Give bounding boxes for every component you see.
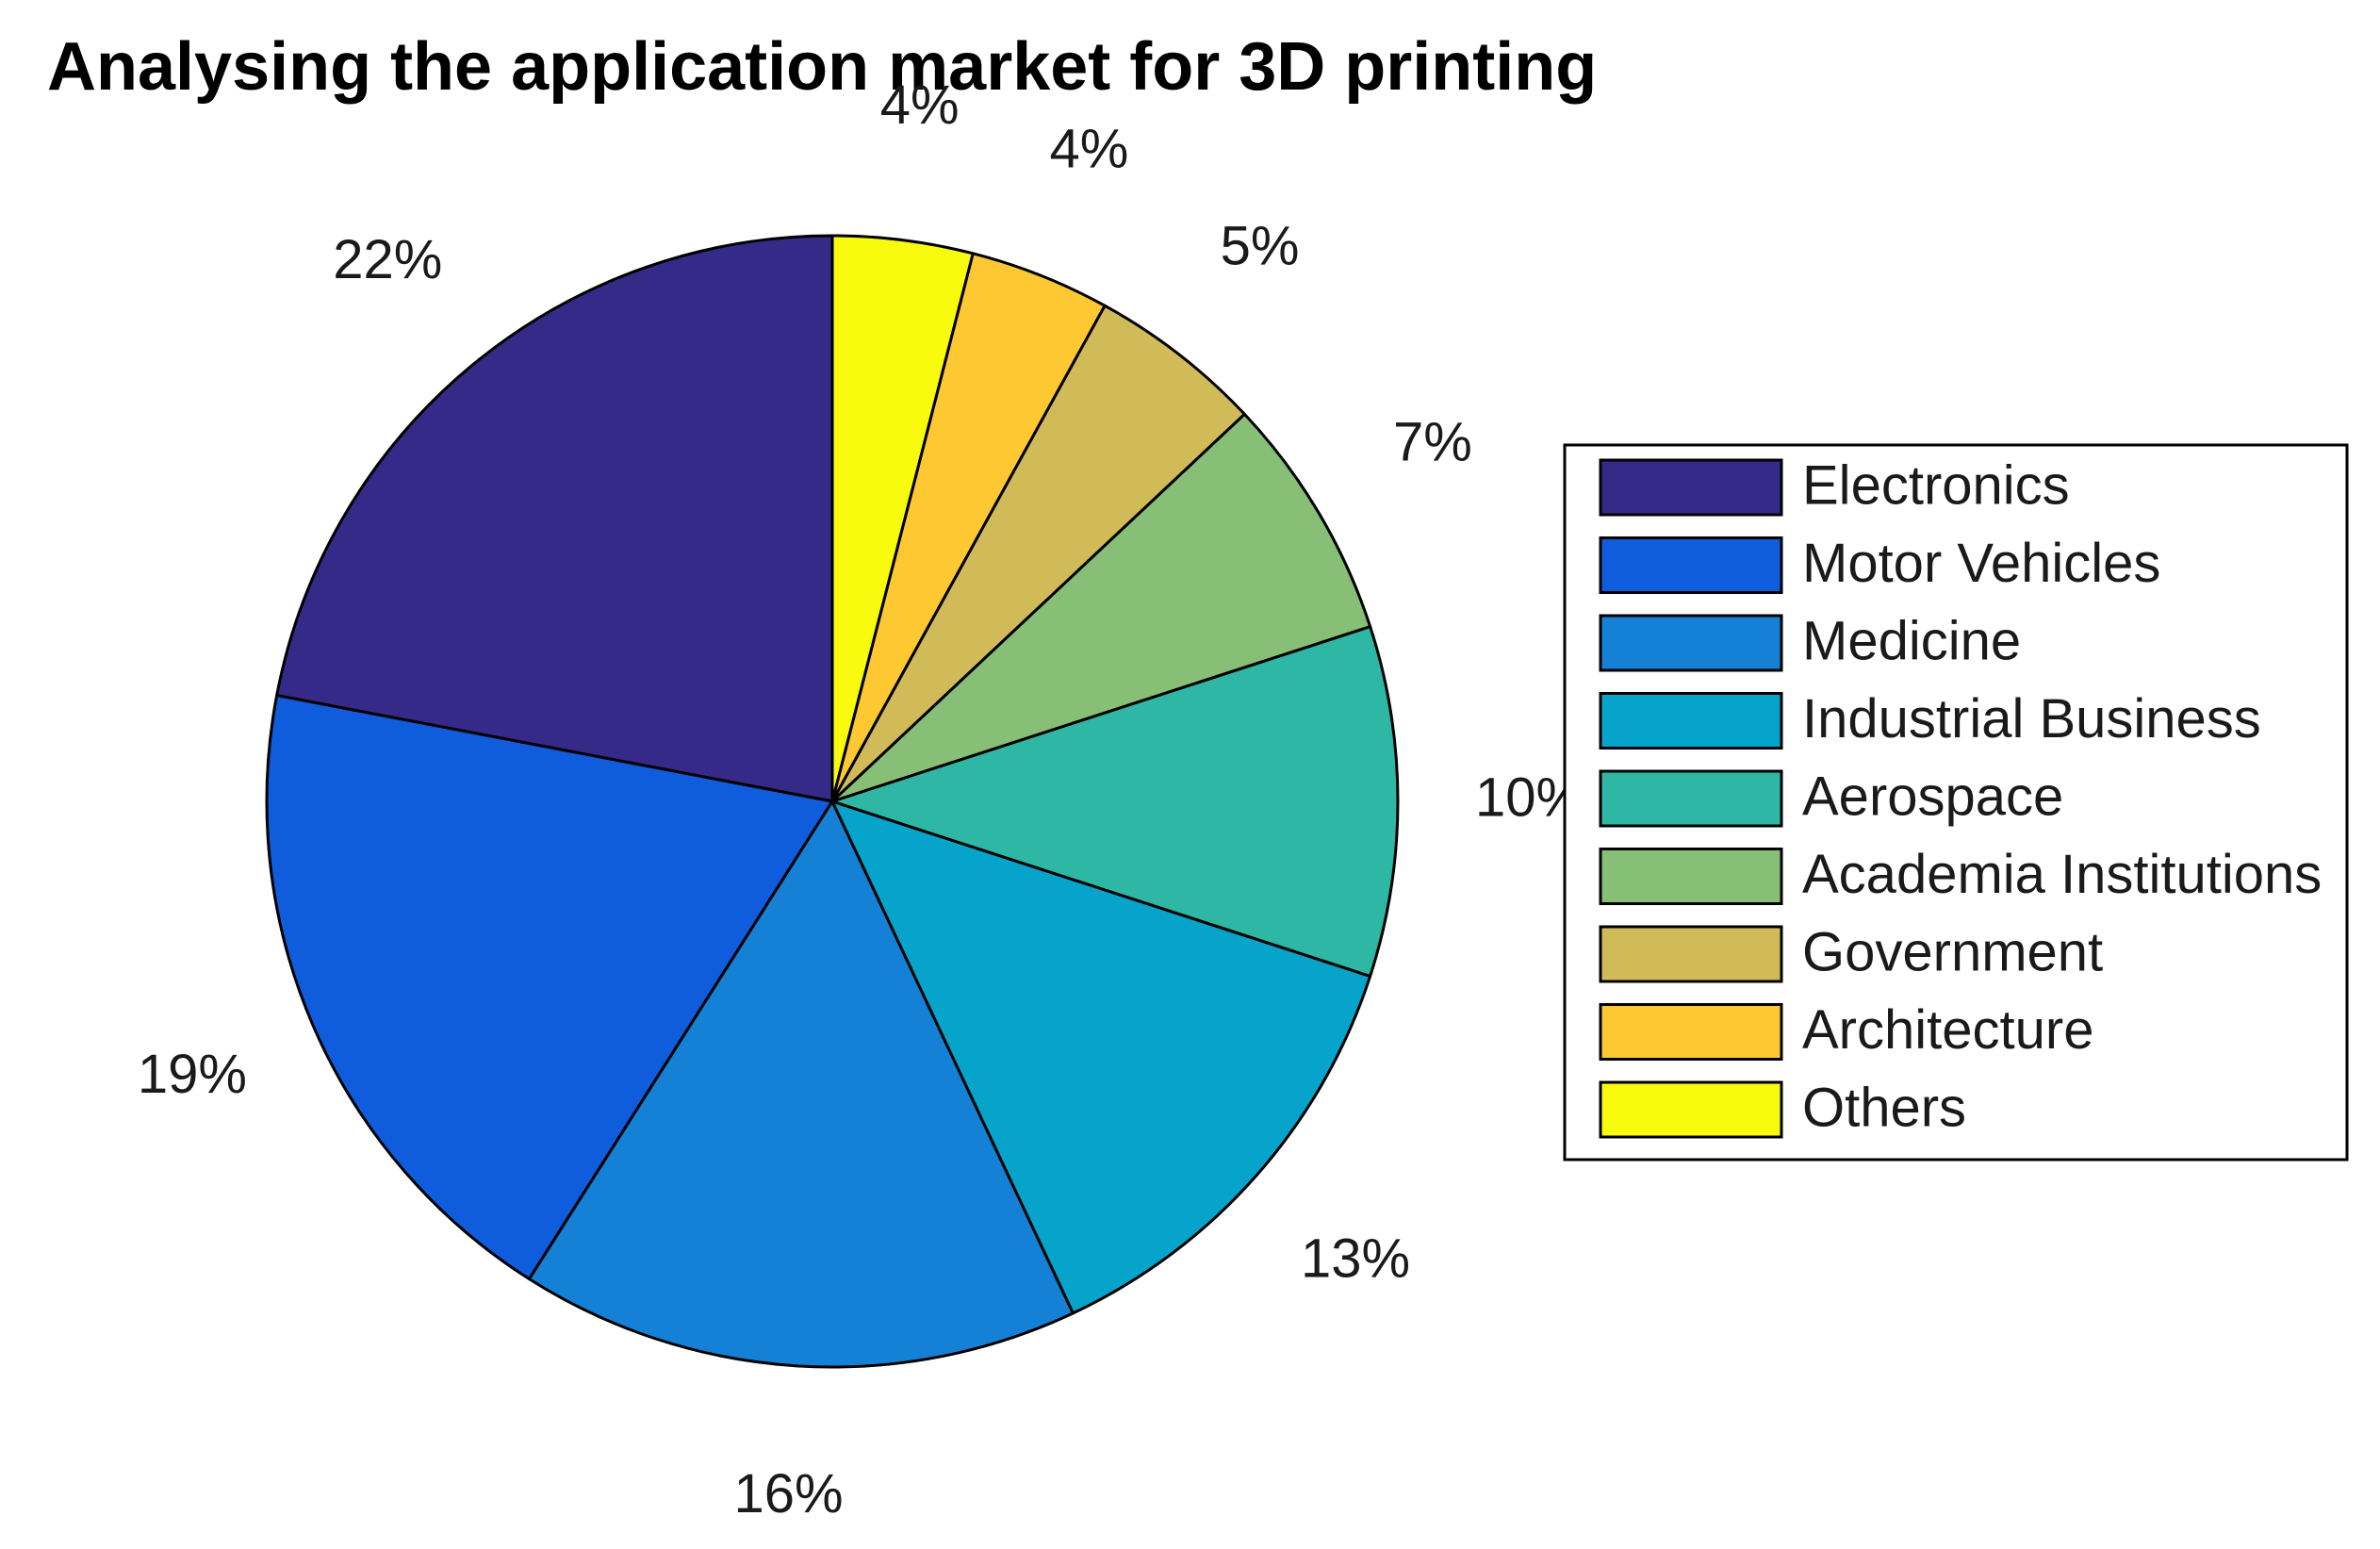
legend-swatch-motor-vehicles [1599, 536, 1783, 594]
pie-slice-motor-vehicles [265, 694, 834, 1281]
legend: Electronics Motor Vehicles Medicine Industr… [1563, 443, 2349, 1162]
pie-slice-medicine [528, 799, 1075, 1369]
pie-slice-aerospace [830, 625, 1400, 978]
pie-label-academia-institutions: 7% [1393, 412, 1472, 473]
legend-label-medicine: Medicine [1802, 610, 2021, 671]
legend-swatch-government [1599, 925, 1783, 983]
legend-swatch-academia-institutions [1599, 848, 1783, 905]
legend-swatch-industrial-business [1599, 692, 1783, 750]
legend-label-architecture: Architecture [1802, 999, 2093, 1061]
pie-label-architecture: 4% [1049, 118, 1128, 179]
legend-label-aerospace: Aerospace [1802, 766, 2063, 827]
legend-label-government: Government [1802, 921, 2103, 982]
legend-item-medicine: Medicine [1599, 610, 2021, 672]
pie-slice-electronics [275, 234, 834, 803]
legend-item-others: Others [1599, 1077, 1966, 1139]
legend-item-academia-institutions: Academia Institutions [1599, 844, 2322, 905]
legend-label-motor-vehicles: Motor Vehicles [1802, 533, 2160, 594]
pie-label-government: 5% [1221, 216, 1300, 277]
legend-item-electronics: Electronics [1599, 454, 2070, 517]
legend-label-academia-institutions: Academia Institutions [1802, 844, 2322, 905]
pie-slice-others [830, 234, 975, 803]
legend-label-electronics: Electronics [1802, 454, 2070, 516]
pie-label-industrial-business: 13% [1301, 1228, 1410, 1290]
legend-swatch-medicine [1599, 614, 1783, 672]
legend-swatch-architecture [1599, 1003, 1783, 1061]
legend-swatch-aerospace [1599, 769, 1783, 828]
legend-item-aerospace: Aerospace [1599, 766, 2063, 828]
pie-percent-labels: 22%19%16%13%10%7%5%4%4% [138, 74, 1584, 1524]
pie-slice-academia-institutions [830, 412, 1372, 803]
chart-title: Analysing the application market for 3D … [47, 29, 1597, 105]
pie-label-electronics: 22% [333, 229, 442, 290]
legend-items: Electronics Motor Vehicles Medicine Industr… [1599, 454, 2322, 1139]
pie-slice-industrial-business [830, 799, 1372, 1315]
legend-swatch-electronics [1599, 458, 1783, 517]
legend-swatch-others [1599, 1080, 1783, 1139]
legend-item-architecture: Architecture [1599, 999, 2093, 1061]
pie-label-motor-vehicles: 19% [138, 1044, 247, 1105]
pie-label-others: 4% [880, 74, 960, 136]
legend-item-government: Government [1599, 921, 2103, 983]
legend-label-others: Others [1802, 1077, 1966, 1138]
pie-slices [265, 234, 1400, 1369]
legend-item-industrial-business: Industrial Business [1599, 688, 2261, 750]
legend-item-motor-vehicles: Motor Vehicles [1599, 533, 2160, 594]
pie-label-medicine: 16% [733, 1463, 843, 1524]
pie-slice-government [830, 304, 1246, 803]
legend-label-industrial-business: Industrial Business [1802, 688, 2261, 750]
